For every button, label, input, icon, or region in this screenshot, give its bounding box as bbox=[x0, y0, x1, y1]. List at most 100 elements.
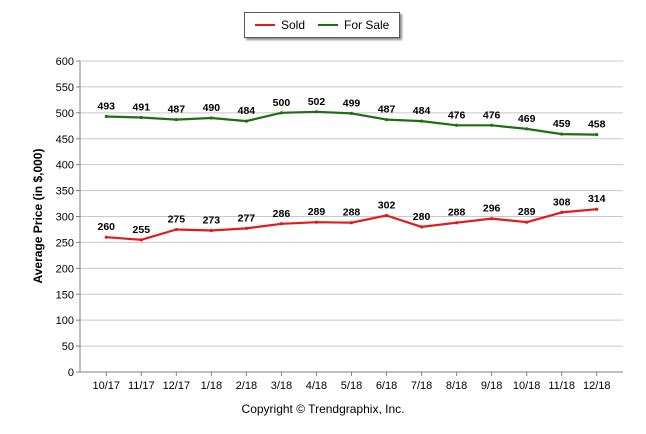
data-label-for-sale: 484 bbox=[238, 105, 256, 117]
data-label-for-sale: 502 bbox=[308, 96, 326, 108]
data-label-for-sale: 484 bbox=[413, 105, 431, 117]
x-tick-label: 4/18 bbox=[306, 380, 327, 392]
data-label-for-sale: 491 bbox=[133, 101, 151, 113]
data-label-sold: 273 bbox=[203, 214, 221, 226]
y-axis-title: Average Price (in $,000) bbox=[31, 148, 45, 284]
data-point-for-sale bbox=[139, 115, 143, 120]
legend-swatch-sold bbox=[255, 24, 275, 26]
data-point-for-sale bbox=[174, 117, 178, 122]
legend: Sold For Sale bbox=[244, 12, 400, 38]
data-point-sold bbox=[525, 220, 529, 224]
data-label-for-sale: 493 bbox=[98, 100, 116, 112]
data-label-sold: 314 bbox=[588, 193, 606, 205]
x-tick-label: 2/18 bbox=[236, 380, 257, 392]
x-tick-label: 3/18 bbox=[271, 380, 292, 392]
x-tick-label: 5/18 bbox=[341, 380, 362, 392]
data-label-sold: 286 bbox=[273, 208, 291, 220]
data-label-for-sale: 469 bbox=[518, 113, 536, 125]
data-label-sold: 255 bbox=[133, 224, 151, 236]
data-point-for-sale bbox=[349, 111, 354, 115]
data-point-for-sale bbox=[104, 114, 108, 119]
grid-lines bbox=[80, 60, 623, 347]
data-label-sold: 289 bbox=[518, 206, 536, 218]
copyright-text: Copyright © Trendgraphix, Inc. bbox=[241, 402, 405, 416]
x-tick-label: 6/18 bbox=[376, 380, 397, 392]
data-point-sold bbox=[279, 222, 284, 226]
data-point-for-sale bbox=[314, 110, 319, 114]
y-tick-label: 300 bbox=[56, 212, 74, 224]
data-point-sold bbox=[454, 221, 459, 225]
y-tick-label: 0 bbox=[68, 367, 74, 379]
y-tick-label: 500 bbox=[56, 108, 74, 120]
data-label-for-sale: 458 bbox=[588, 119, 606, 131]
data-point-sold bbox=[314, 220, 319, 224]
x-tick-label: 12/18 bbox=[583, 380, 611, 392]
legend-item-sold[interactable]: Sold bbox=[255, 13, 305, 37]
data-point-sold bbox=[139, 238, 143, 242]
data-label-for-sale: 500 bbox=[273, 97, 291, 109]
data-label-sold: 302 bbox=[378, 199, 396, 211]
y-tick-label: 400 bbox=[56, 160, 74, 172]
x-tick-label: 1/18 bbox=[201, 380, 222, 392]
data-label-for-sale: 499 bbox=[343, 97, 361, 109]
legend-item-for-sale[interactable]: For Sale bbox=[318, 13, 389, 37]
data-point-sold bbox=[209, 228, 213, 233]
x-tick-labels: 10/17 11/17 12/17 1/18 2/18 3/18 4/18 5/18 6/18 7… bbox=[93, 380, 611, 392]
data-point-sold bbox=[595, 207, 599, 211]
y-tick-labels: 0 50 100 150 200 250 300 350 400 450 500 550 600 bbox=[56, 56, 74, 379]
data-point-for-sale bbox=[419, 119, 424, 123]
y-tick-label: 200 bbox=[56, 263, 74, 275]
data-point-for-sale bbox=[595, 133, 599, 137]
x-tick-label: 7/18 bbox=[411, 380, 432, 392]
data-point-sold bbox=[384, 213, 389, 218]
data-point-for-sale bbox=[209, 116, 213, 120]
data-point-sold bbox=[174, 227, 178, 232]
y-tick-label: 150 bbox=[56, 289, 74, 301]
data-label-sold: 277 bbox=[238, 212, 256, 224]
y-tick-label: 50 bbox=[62, 341, 74, 353]
data-label-for-sale: 476 bbox=[448, 109, 466, 121]
data-point-sold bbox=[490, 216, 494, 221]
data-point-sold bbox=[104, 235, 108, 239]
x-tick-label: 8/18 bbox=[446, 380, 467, 392]
data-label-sold: 275 bbox=[168, 213, 186, 225]
data-point-for-sale bbox=[490, 123, 494, 127]
legend-label-for-sale: For Sale bbox=[344, 18, 390, 32]
data-label-sold: 289 bbox=[308, 206, 326, 218]
data-label-for-sale: 490 bbox=[203, 102, 221, 114]
data-point-for-sale bbox=[454, 123, 459, 127]
x-tick-label: 10/17 bbox=[93, 380, 121, 392]
x-tick-label: 11/17 bbox=[128, 380, 155, 392]
y-tick-label: 550 bbox=[56, 82, 74, 94]
data-label-sold: 288 bbox=[343, 207, 361, 219]
x-tick-label: 10/18 bbox=[513, 380, 541, 392]
data-point-sold bbox=[560, 210, 564, 214]
data-label-for-sale: 487 bbox=[168, 104, 186, 116]
data-label-for-sale: 487 bbox=[378, 104, 396, 116]
data-point-sold bbox=[419, 225, 424, 229]
data-label-sold: 308 bbox=[553, 196, 571, 208]
legend-label-sold: Sold bbox=[281, 18, 306, 32]
y-tick-label: 600 bbox=[56, 56, 74, 68]
x-tick-label: 11/18 bbox=[548, 380, 575, 392]
y-tick-label: 250 bbox=[56, 237, 74, 249]
axes bbox=[76, 60, 623, 376]
data-labels: 260 255 275 273 277 286 289 288 302 280 288 296 289 3… bbox=[98, 96, 606, 236]
data-point-for-sale bbox=[244, 119, 249, 123]
legend-swatch-for-sale bbox=[318, 24, 338, 26]
data-point-sold bbox=[244, 226, 249, 231]
data-point-for-sale bbox=[560, 132, 564, 136]
data-label-sold: 288 bbox=[448, 207, 466, 219]
data-label-sold: 280 bbox=[413, 211, 431, 223]
data-point-for-sale bbox=[279, 111, 284, 115]
data-label-sold: 260 bbox=[98, 221, 116, 233]
data-point-sold bbox=[349, 221, 354, 225]
x-tick-label: 12/17 bbox=[163, 380, 191, 392]
data-label-sold: 296 bbox=[483, 203, 501, 215]
data-point-for-sale bbox=[525, 127, 529, 131]
data-point-for-sale bbox=[384, 117, 389, 122]
data-label-for-sale: 459 bbox=[553, 118, 571, 130]
data-label-for-sale: 476 bbox=[483, 109, 501, 121]
y-tick-label: 350 bbox=[56, 186, 74, 198]
